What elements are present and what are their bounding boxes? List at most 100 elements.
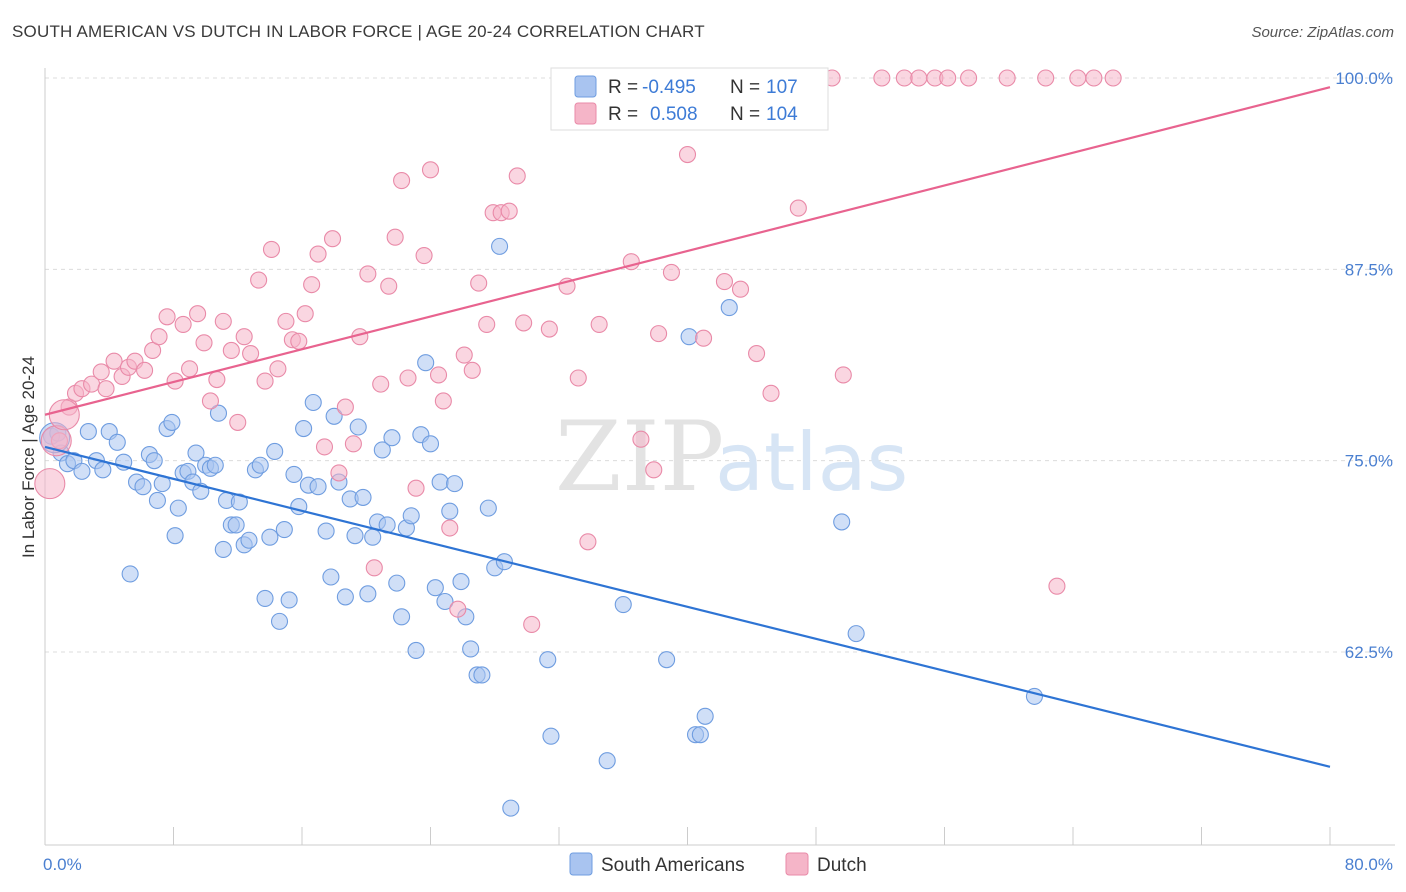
axes: [44, 68, 1395, 846]
watermark: ZIP atlas: [555, 401, 908, 513]
data-point: [590, 315, 608, 333]
data-point: [227, 516, 245, 534]
data-point: [303, 276, 321, 294]
data-point: [762, 384, 780, 402]
data-point: [421, 161, 440, 179]
watermark-atlas: atlas: [715, 416, 908, 509]
data-point-large: [34, 468, 66, 500]
legend-r-value: 0.508: [650, 104, 698, 125]
bottom-legend: South Americans Dutch: [569, 852, 867, 876]
data-point: [315, 438, 334, 456]
data-point: [309, 245, 327, 263]
data-point: [1048, 577, 1066, 595]
data-point: [79, 423, 97, 441]
data-point: [515, 314, 533, 332]
data-point: [579, 533, 597, 551]
data-point: [304, 393, 322, 412]
data-point: [491, 237, 509, 255]
data-point: [680, 328, 698, 346]
legend-n-value: 104: [766, 104, 798, 125]
data-point: [473, 666, 491, 684]
data-point: [364, 528, 382, 546]
legend-swatch-south-americans: [574, 75, 597, 98]
data-point: [434, 392, 452, 410]
data-point: [452, 573, 470, 591]
data-point: [73, 462, 91, 480]
data-point: [695, 329, 713, 347]
data-point: [230, 493, 248, 511]
bottom-legend-label-south-americans: South Americans: [601, 855, 745, 876]
data-point: [262, 240, 281, 258]
data-point: [206, 456, 224, 474]
data-point: [290, 332, 308, 350]
data-point: [222, 341, 240, 360]
data-point: [614, 595, 632, 614]
data-point: [195, 334, 213, 352]
data-point: [598, 752, 616, 770]
data-point: [336, 398, 354, 416]
data-point: [441, 519, 459, 537]
data-point: [834, 366, 852, 384]
data-point: [462, 640, 480, 658]
data-point: [939, 69, 957, 87]
data-point: [463, 361, 481, 379]
data-point: [748, 344, 766, 363]
data-point: [569, 369, 587, 387]
data-point: [330, 464, 348, 482]
data-point: [285, 465, 303, 483]
data-point: [280, 591, 298, 609]
chart-source: Source: ZipAtlas.com: [1251, 24, 1394, 41]
dutch-points: [34, 69, 1122, 633]
data-point: [449, 600, 467, 618]
data-point: [251, 456, 269, 474]
data-point: [720, 299, 738, 317]
data-point: [1037, 69, 1055, 87]
data-point: [833, 513, 851, 531]
data-point: [134, 478, 152, 496]
data-point: [214, 312, 232, 330]
data-point: [508, 167, 526, 185]
data-point: [446, 475, 464, 493]
y-tick-label: 62.5%: [1345, 643, 1393, 662]
data-point: [269, 360, 287, 378]
data-point: [540, 320, 558, 338]
data-point: [209, 404, 228, 422]
data-point: [94, 461, 112, 479]
data-point: [275, 520, 293, 539]
data-point: [208, 370, 226, 389]
data-point: [650, 325, 668, 343]
data-point: [421, 435, 440, 453]
data-point: [346, 527, 364, 545]
x-tick-label: 0.0%: [43, 855, 82, 874]
y-tick-label: 75.0%: [1345, 452, 1393, 471]
grid-lines: [45, 77, 1395, 653]
data-point: [415, 247, 433, 265]
data-point: [542, 727, 560, 745]
data-point: [789, 199, 807, 217]
data-point: [910, 69, 928, 87]
data-point: [250, 271, 268, 289]
data-point: [150, 328, 168, 346]
data-point: [323, 230, 342, 248]
data-point: [441, 502, 459, 520]
bottom-legend-swatch-south-americans: [569, 852, 593, 876]
data-point: [359, 265, 377, 283]
data-point: [436, 592, 454, 611]
data-point: [960, 69, 978, 87]
data-point: [229, 413, 247, 431]
data-point: [402, 507, 420, 525]
data-point: [354, 488, 372, 506]
data-point: [1104, 69, 1122, 87]
data-point: [242, 344, 260, 363]
data-point: [426, 579, 444, 597]
data-point: [399, 369, 417, 387]
data-point: [731, 280, 750, 298]
data-point: [270, 612, 289, 630]
legend-n-label: N =: [730, 104, 760, 125]
data-point: [266, 442, 284, 461]
watermark-zip: ZIP: [555, 401, 724, 513]
y-tick-labels: 62.5% 75.0% 87.5% 100.0%: [1335, 69, 1393, 662]
data-point: [108, 433, 126, 451]
data-point: [365, 559, 383, 577]
